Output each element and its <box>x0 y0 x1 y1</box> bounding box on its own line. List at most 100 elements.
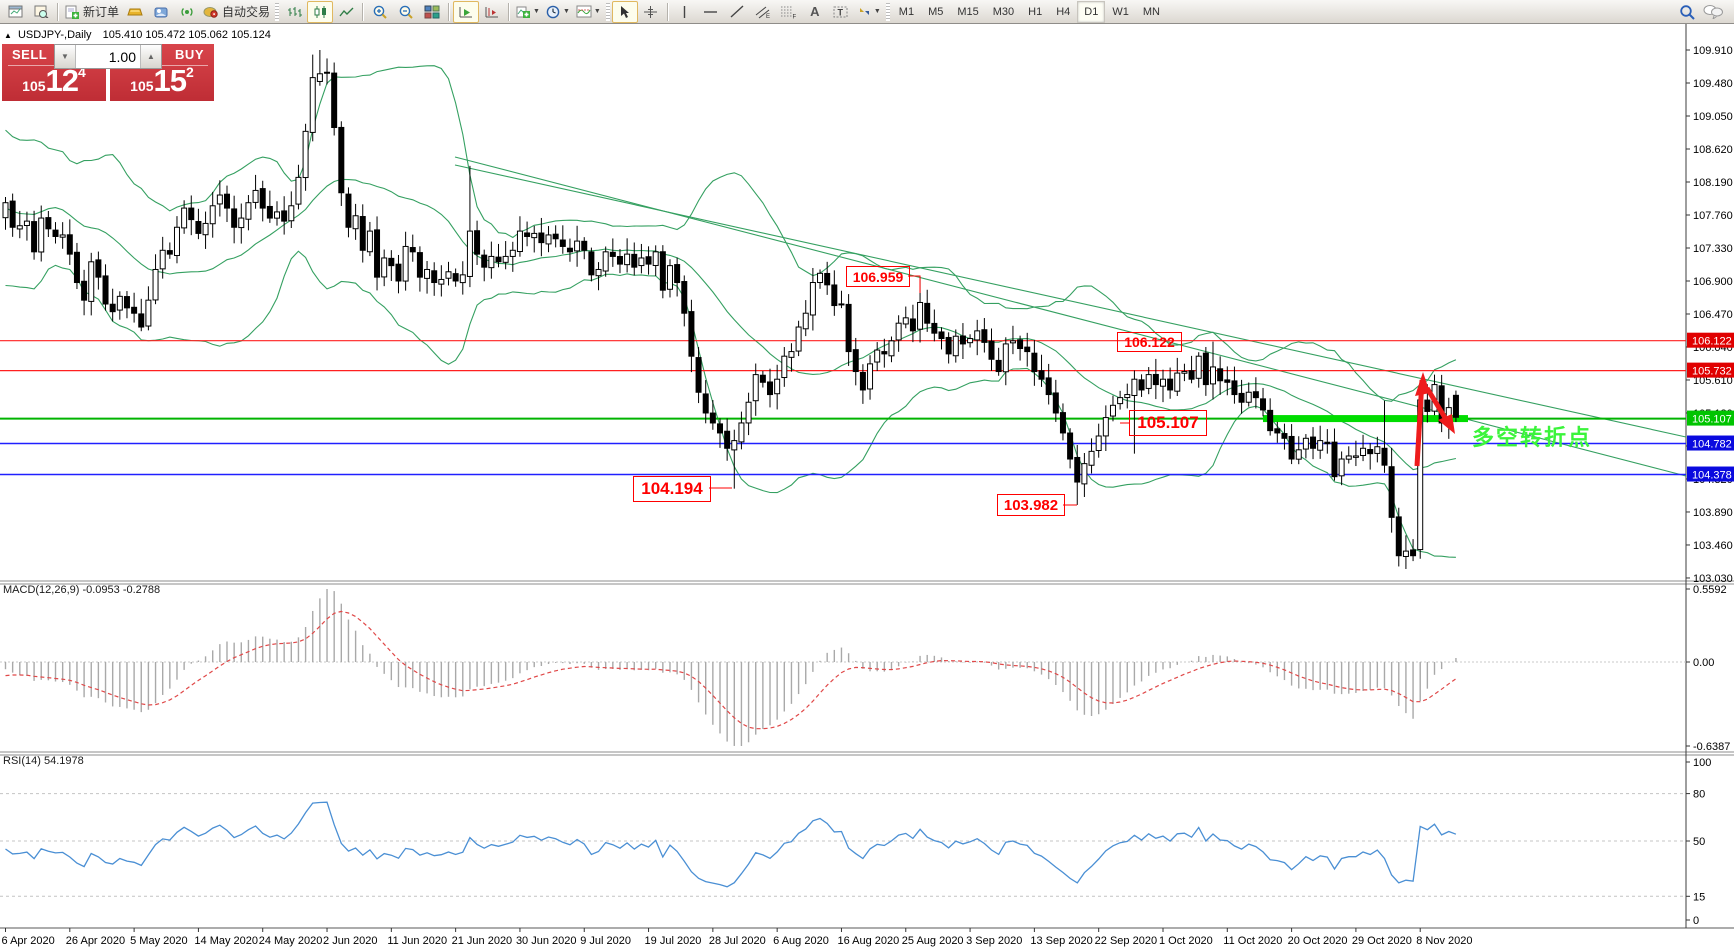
tf-m1-button[interactable]: M1 <box>898 5 915 18</box>
svg-text:0.5592: 0.5592 <box>1693 584 1727 596</box>
price-callout-105.107[interactable]: 105.107 <box>1129 410 1207 436</box>
equidistant-channel-icon[interactable]: E <box>750 1 776 23</box>
svg-text:30 Jun 2020: 30 Jun 2020 <box>516 935 577 947</box>
price-callout-106.122[interactable]: 106.122 <box>1117 332 1182 352</box>
svg-text:108.190: 108.190 <box>1693 177 1733 189</box>
auto-scroll-icon[interactable] <box>453 0 480 23</box>
svg-text:21 Jun 2020: 21 Jun 2020 <box>452 935 513 947</box>
svg-text:104.782: 104.782 <box>1692 439 1732 451</box>
line-chart-icon[interactable] <box>333 1 359 23</box>
sell-label: SELL <box>12 47 48 62</box>
svg-text:2 Jun 2020: 2 Jun 2020 <box>323 935 377 947</box>
svg-text:25 Aug 2020: 25 Aug 2020 <box>902 935 964 947</box>
new-order-label: 新订单 <box>83 5 120 19</box>
svg-text:16 Aug 2020: 16 Aug 2020 <box>837 935 899 947</box>
tf-m15-button[interactable]: M15 <box>957 5 979 18</box>
volume-down-button[interactable]: ▼ <box>55 45 76 68</box>
macd-indicator-label: MACD(12,26,9) -0.0953 -0.2788 <box>3 584 161 596</box>
volume-up-button[interactable]: ▲ <box>140 45 161 68</box>
rsi-indicator-label: RSI(14) 54.1978 <box>3 755 84 767</box>
svg-text:8 Nov 2020: 8 Nov 2020 <box>1416 935 1472 947</box>
profile-window-icon[interactable] <box>28 1 54 23</box>
tf-m5-button[interactable]: M5 <box>928 5 944 18</box>
periods-icon[interactable]: ▼ <box>543 1 573 23</box>
tile-windows-icon[interactable] <box>419 1 445 23</box>
tf-h4-button[interactable]: H4 <box>1056 5 1071 18</box>
fibonacci-icon[interactable]: F <box>776 1 802 23</box>
svg-text:3 Sep 2020: 3 Sep 2020 <box>966 935 1022 947</box>
axis-price-badge <box>1687 410 1734 426</box>
zoom-in-icon[interactable] <box>367 1 393 23</box>
tf-w1-button[interactable]: W1 <box>1112 5 1129 18</box>
chat-icon[interactable] <box>1700 1 1726 23</box>
new-order-button[interactable]: 新订单 <box>62 1 122 23</box>
svg-text:26 Apr 2020: 26 Apr 2020 <box>66 935 125 947</box>
signals-icon[interactable] <box>174 1 200 23</box>
svg-text:11 Jun 2020: 11 Jun 2020 <box>387 935 447 947</box>
main-toolbar: 新订单 自动交易 ▼ ▼ ▼ E F A T ▼ M1 M5 M15 M30 H1 H4 D… <box>0 0 1734 24</box>
text-tool-icon[interactable]: A <box>810 4 820 19</box>
trendline-icon[interactable] <box>724 1 750 23</box>
templates-icon[interactable]: ▼ <box>573 1 604 23</box>
axis-price-badge <box>1687 466 1734 482</box>
auto-trading-button[interactable]: 自动交易 <box>200 1 273 23</box>
svg-text:0: 0 <box>1693 915 1699 927</box>
svg-text:15: 15 <box>1693 891 1705 903</box>
market-icon[interactable] <box>148 1 174 23</box>
svg-text:106.122: 106.122 <box>1692 336 1732 348</box>
label-letter: T <box>838 7 844 17</box>
auto-trading-label: 自动交易 <box>222 5 271 19</box>
axis-price-badge <box>1687 332 1734 348</box>
gold-icon[interactable] <box>122 1 148 23</box>
search-icon[interactable] <box>1674 1 1700 23</box>
chart-shift-icon[interactable] <box>479 1 505 23</box>
price-callout-103.982[interactable]: 103.982 <box>997 494 1065 516</box>
svg-text:6 Aug 2020: 6 Aug 2020 <box>773 935 829 947</box>
vertical-line-icon[interactable] <box>672 1 698 23</box>
panel-frames <box>0 24 1734 949</box>
svg-text:107.760: 107.760 <box>1693 210 1733 222</box>
date-axis[interactable]: 6 Apr 2020 26 Apr 2020 5 May 2020 14 May 20… <box>2 928 1473 947</box>
svg-text:80: 80 <box>1693 789 1705 801</box>
svg-text:100: 100 <box>1693 757 1711 769</box>
volume-input[interactable] <box>76 45 140 68</box>
axis-price-badge <box>1687 435 1734 451</box>
horizontal-line-icon[interactable] <box>698 1 724 23</box>
price-callout-106.959[interactable]: 106.959 <box>846 266 910 287</box>
tf-m30-button[interactable]: M30 <box>992 5 1015 18</box>
indicators-icon[interactable]: ▼ <box>513 1 543 23</box>
trend-arrows[interactable] <box>1414 372 1455 467</box>
callout-lines <box>709 275 1129 506</box>
tf-h1-button[interactable]: H1 <box>1028 5 1043 18</box>
cursor-icon[interactable] <box>611 0 638 23</box>
bar-chart-icon[interactable] <box>281 1 307 23</box>
svg-text:105.107: 105.107 <box>1692 414 1732 426</box>
buy-label: BUY <box>175 47 204 62</box>
svg-text:5 May 2020: 5 May 2020 <box>130 935 187 947</box>
collapse-triangle-icon[interactable]: ▲ <box>4 31 12 40</box>
arrows-tool-icon[interactable]: ▼ <box>854 1 884 23</box>
zoom-out-icon[interactable] <box>393 1 419 23</box>
tf-mn-button[interactable]: MN <box>1142 5 1160 18</box>
text-label-icon[interactable]: T <box>828 1 854 23</box>
svg-text:20 Oct 2020: 20 Oct 2020 <box>1288 935 1348 947</box>
equi-letter: E <box>766 14 770 19</box>
trendlines[interactable] <box>454 156 1687 477</box>
tf-d1-button[interactable]: D1 <box>1077 0 1106 23</box>
chart-window-icon[interactable] <box>2 1 28 23</box>
crosshair-icon[interactable] <box>638 1 664 23</box>
rsi-panel <box>0 793 1686 897</box>
svg-text:105.610: 105.610 <box>1693 375 1733 387</box>
candles <box>2 50 1459 569</box>
horizontal-lines[interactable] <box>0 340 1686 476</box>
price-callout-104.194[interactable]: 104.194 <box>633 476 711 502</box>
candlestick-chart-icon[interactable] <box>307 0 334 23</box>
svg-text:19 Jul 2020: 19 Jul 2020 <box>645 935 702 947</box>
svg-text:106.900: 106.900 <box>1693 276 1733 288</box>
timeframe-bar: M1 M5 M15 M30 H1 H4 D1 W1 MN <box>892 0 1167 23</box>
bollinger-bands <box>5 65 1457 558</box>
ohlc-values: 105.410 105.472 105.062 105.124 <box>102 29 271 41</box>
green-zone-bar[interactable] <box>1263 415 1468 423</box>
price-axis[interactable]: 109.910 109.480 109.050 108.620 108.190 107.7… <box>1686 45 1734 585</box>
